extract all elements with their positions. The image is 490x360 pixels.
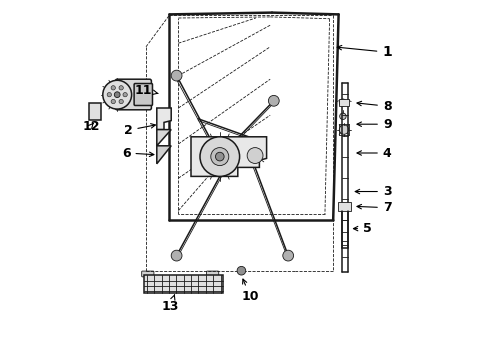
Circle shape: [171, 70, 182, 81]
Circle shape: [123, 93, 127, 97]
Circle shape: [171, 250, 182, 261]
Circle shape: [237, 266, 245, 275]
Text: 3: 3: [355, 185, 392, 198]
Circle shape: [119, 86, 123, 90]
Circle shape: [111, 99, 116, 104]
Text: 9: 9: [357, 118, 392, 131]
Polygon shape: [339, 99, 349, 106]
Text: 10: 10: [242, 279, 259, 303]
FancyBboxPatch shape: [142, 271, 154, 277]
Polygon shape: [157, 130, 171, 146]
Polygon shape: [157, 108, 171, 130]
Polygon shape: [144, 275, 223, 293]
Circle shape: [103, 80, 132, 109]
Circle shape: [340, 113, 346, 120]
Circle shape: [119, 99, 123, 104]
Circle shape: [107, 93, 111, 97]
Text: 8: 8: [357, 100, 392, 113]
Text: 2: 2: [123, 123, 155, 137]
Circle shape: [339, 125, 349, 134]
Text: 13: 13: [161, 295, 179, 313]
FancyBboxPatch shape: [206, 271, 219, 277]
Circle shape: [200, 137, 240, 176]
Circle shape: [341, 203, 347, 210]
Text: 5: 5: [353, 222, 372, 235]
Text: 6: 6: [122, 147, 154, 159]
FancyBboxPatch shape: [134, 84, 152, 105]
Text: 1: 1: [337, 45, 392, 59]
Circle shape: [114, 92, 120, 98]
FancyBboxPatch shape: [116, 79, 151, 110]
Text: 11: 11: [135, 84, 158, 96]
Circle shape: [216, 152, 224, 161]
Circle shape: [269, 95, 279, 106]
Circle shape: [283, 250, 294, 261]
Circle shape: [211, 148, 229, 166]
FancyBboxPatch shape: [90, 103, 101, 120]
Circle shape: [247, 148, 263, 163]
Polygon shape: [157, 146, 171, 164]
Text: 7: 7: [357, 201, 392, 214]
Text: 12: 12: [82, 120, 99, 132]
Circle shape: [111, 86, 116, 90]
Polygon shape: [338, 202, 351, 211]
Polygon shape: [191, 137, 267, 176]
Circle shape: [339, 99, 346, 106]
Text: 4: 4: [357, 147, 392, 159]
